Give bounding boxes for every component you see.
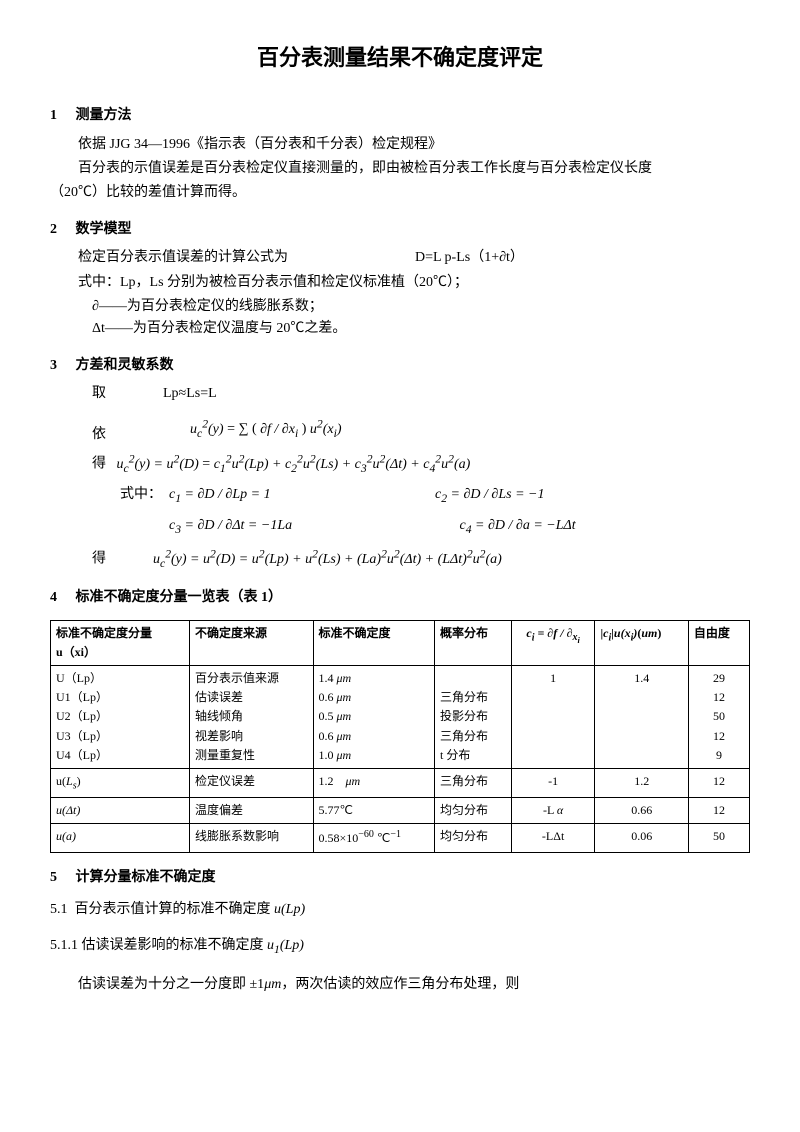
td-c5: -LΔt [511,824,595,852]
s3-line-de2: 得 uc2(y) = u2(D) = u2(Lp) + u2(Ls) + (La… [50,545,750,573]
section-2-num: 2 [50,219,72,241]
s1-p3: （20℃）比较的差值计算而得。 [50,182,750,204]
section-4-head: 4 标准不确定度分量一览表（表 1） [50,587,750,609]
s3-c3: c3 = ∂D / ∂Δt = −1La [120,515,460,539]
section-5-title: 计算分量标准不确定度 [76,870,216,885]
s3-coeffs-row1: 式中： c1 = ∂D / ∂Lp = 1 c2 = ∂D / ∂Ls = −1 [50,484,750,508]
uncertainty-table: 标准不确定度分量u（xi） 不确定度来源 标准不确定度 概率分布 ci = ∂f… [50,620,750,853]
s2-p4: Δt——为百分表检定仪温度与 20℃之差。 [50,318,750,340]
td-c4: 三角分布 [435,768,512,797]
section-1-head: 1 测量方法 [50,105,750,127]
td-c6: 0.06 [595,824,688,852]
td-c4: 三角分布投影分布三角分布t 分布 [435,665,512,768]
th-ci: ci = ∂f / ∂xi [511,620,595,665]
td-c1: u(Δt) [51,798,190,824]
s1-p1: 依据 JJG 34—1996《指示表（百分表和千分表）检定规程》 [50,134,750,156]
section-5-num: 5 [50,867,72,889]
td-c2: 百分表示值来源估读误差轴线倾角视差影响测量重复性 [190,665,313,768]
s3-c1: c1 = ∂D / ∂Lp = 1 [169,487,271,502]
td-c6: 1.4 [595,665,688,768]
td-c7: 12 [688,798,749,824]
section-3-title: 方差和灵敏系数 [76,358,174,373]
table-row: u(Ls) 检定仪误差 1.2 μm 三角分布 -1 1.2 12 [51,768,750,797]
td-c1: u(a) [51,824,190,852]
section-2-head: 2 数学模型 [50,219,750,241]
td-c7: 291250129 [688,665,749,768]
s5-p1: 估读误差为十分之一分度即 ±1μm，两次估读的效应作三角分布处理，则 [50,974,750,996]
td-c3: 0.58×10−60 ℃−1 [313,824,435,852]
s3-c4: c4 = ∂D / ∂a = −LΔt [460,515,751,539]
s3-f4: uc2(y) = u2(D) = u2(Lp) + u2(Ls) + (La)2… [153,552,502,567]
s3-f1: Lp≈Ls=L [163,386,217,401]
section-2-title: 数学模型 [76,222,132,237]
td-c2: 温度偏差 [190,798,313,824]
td-c5: -1 [511,768,595,797]
doc-title: 百分表测量结果不确定度评定 [50,40,750,75]
th-dof: 自由度 [688,620,749,665]
section-4-num: 4 [50,587,72,609]
td-c6: 1.2 [595,768,688,797]
td-c2: 检定仪误差 [190,768,313,797]
s5-1-1: 5.1.1 估读误差影响的标准不确定度 u1(Lp) [50,935,750,959]
s2-formula-1: D=L p-Ls（1+∂t） [415,250,524,265]
s3-f3: uc2(y) = u2(D) = c12u2(Lp) + c22u2(Ls) +… [117,457,471,472]
td-c6: 0.66 [595,798,688,824]
s3-line-de1: 得 uc2(y) = u2(D) = c12u2(Lp) + c22u2(Ls)… [50,450,750,478]
th-dist: 概率分布 [435,620,512,665]
section-5-head: 5 计算分量标准不确定度 [50,867,750,889]
section-3-num: 3 [50,355,72,377]
section-3-head: 3 方差和灵敏系数 [50,355,750,377]
td-c4: 均匀分布 [435,824,512,852]
td-c1: U（Lp）U1（Lp）U2（Lp）U3（Lp）U4（Lp） [51,665,190,768]
s3-coeffs-row2: c3 = ∂D / ∂Δt = −1La c4 = ∂D / ∂a = −LΔt [50,515,750,539]
s1-p2: 百分表的示值误差是百分表检定仪直接测量的，即由被检百分表工作长度与百分表检定仪长… [50,158,750,180]
table-row: u(a) 线膨胀系数影响 0.58×10−60 ℃−1 均匀分布 -LΔt 0.… [51,824,750,852]
td-c4: 均匀分布 [435,798,512,824]
s3-c2: c2 = ∂D / ∂Ls = −1 [435,484,750,508]
td-c2: 线膨胀系数影响 [190,824,313,852]
s2-p1: 检定百分表示值误差的计算公式为 D=L p-Ls（1+∂t） [50,247,750,269]
th-component: 标准不确定度分量u（xi） [51,620,190,665]
table-header-row: 标准不确定度分量u（xi） 不确定度来源 标准不确定度 概率分布 ci = ∂f… [51,620,750,665]
s3-yi: 依 [50,424,750,446]
td-c5: -L α [511,798,595,824]
s2-p3: ∂——为百分表检定仪的线膨胀系数； [50,296,750,318]
s3-line-take: 取 Lp≈Ls=L [50,383,750,405]
th-ciuxi: |ci|u(xi)(um) [595,620,688,665]
section-1-title: 测量方法 [76,108,132,123]
section-1-num: 1 [50,105,72,127]
th-source: 不确定度来源 [190,620,313,665]
s2-p2: 式中：Lp，Ls 分别为被检百分表示值和检定仪标准植（20℃）； [50,272,750,294]
s5-1: 5.1 百分表示值计算的标准不确定度 u(Lp) [50,899,750,921]
th-std-unc: 标准不确定度 [313,620,435,665]
td-c1: u(Ls) [51,768,190,797]
section-4-title: 标准不确定度分量一览表（表 1） [76,590,283,605]
table-row: u(Δt) 温度偏差 5.77℃ 均匀分布 -L α 0.66 12 [51,798,750,824]
td-c3: 1.4 μm0.6 μm0.5 μm0.6 μm1.0 μm [313,665,435,768]
td-c3: 1.2 μm [313,768,435,797]
table-row: U（Lp）U1（Lp）U2（Lp）U3（Lp）U4（Lp） 百分表示值来源估读误… [51,665,750,768]
td-c3: 5.77℃ [313,798,435,824]
td-c7: 50 [688,824,749,852]
td-c7: 12 [688,768,749,797]
td-c5: 1 [511,665,595,768]
